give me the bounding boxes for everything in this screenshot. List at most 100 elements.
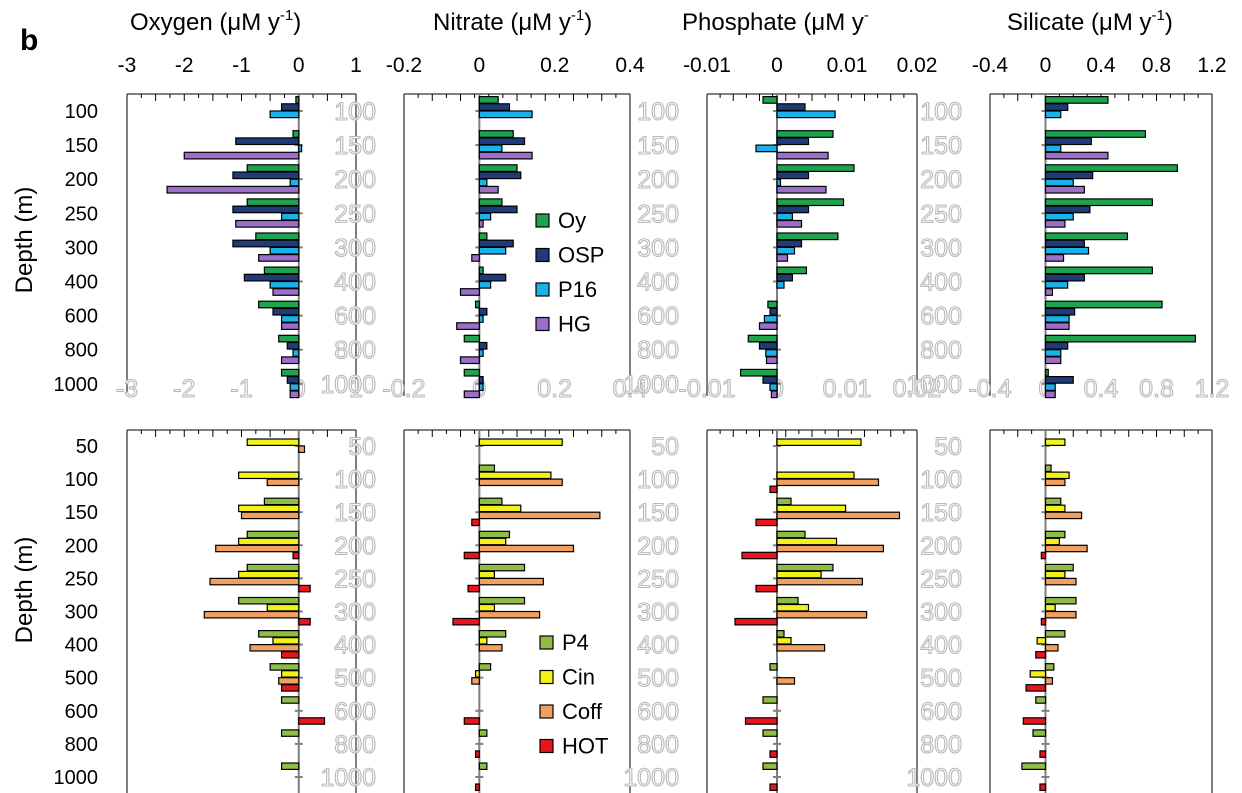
bar-p16-300 (1044, 246, 1090, 255)
ghost-depth-label: 50 (651, 433, 679, 461)
x-tick-label: -1 (232, 54, 251, 77)
x-tick-label: 0.8 (1142, 54, 1171, 77)
legend-swatch-hg (535, 316, 550, 332)
bar-osp-600 (478, 307, 488, 316)
ghost-depth-label: 400 (920, 269, 962, 297)
ghost-depth-label: 400 (334, 632, 376, 660)
bar-coff-250 (1044, 577, 1077, 586)
bar-hg-1000 (1044, 390, 1056, 399)
bar-oy-600 (474, 300, 480, 309)
bar-osp-800 (758, 341, 778, 350)
legend-swatch-cin (539, 669, 554, 685)
bar-oy-300 (478, 232, 488, 241)
bar-hot-150 (471, 518, 480, 527)
bar-coff-100 (266, 478, 300, 487)
ghost-depth-label: 300 (334, 599, 376, 627)
bar-p16-600 (280, 315, 300, 323)
legend-label-hg: HG (558, 312, 591, 337)
bar-osp-250 (776, 205, 810, 214)
ghost-depth-label: 800 (637, 731, 679, 759)
panel-letter: b (20, 24, 38, 57)
bar-p4-500 (1044, 663, 1055, 671)
bar-coff-500 (1044, 677, 1054, 685)
bar-cin-200 (478, 537, 507, 546)
bar-osp-200 (232, 171, 300, 180)
bar-p4-800 (478, 729, 488, 737)
legend-label-p16: P16 (558, 277, 597, 302)
ghost-depth-label: 250 (920, 200, 962, 228)
bar-p4-500 (269, 663, 300, 671)
bar-p16-200 (289, 178, 300, 187)
legend-label-oy: Oy (558, 208, 586, 233)
x-tick-label: 0.02 (897, 54, 938, 77)
bar-hg-400 (1044, 288, 1054, 296)
bar-hot-500 (280, 684, 300, 692)
bar-coff-150 (240, 511, 300, 520)
bar-osp-300 (1044, 239, 1085, 248)
depth-label: 200 (65, 169, 98, 191)
depth-label: 150 (65, 502, 98, 524)
ghost-x-tick-label: 0.4 (1084, 375, 1119, 403)
bar-p16-400 (776, 280, 785, 289)
bar-coff-50 (298, 445, 306, 454)
bar-hot-600 (744, 717, 778, 725)
bar-coff-250 (209, 577, 300, 586)
bar-cin-150 (1044, 504, 1066, 513)
bar-osp-400 (478, 273, 507, 282)
legend-swatch-p4 (539, 635, 554, 650)
bar-p16-150 (298, 144, 303, 153)
bar-coff-400 (249, 643, 300, 652)
x-tick-label: -3 (118, 54, 137, 77)
ghost-depth-label: 1000 (623, 371, 679, 399)
bar-p4-150 (776, 497, 792, 506)
bar-hg-150 (776, 151, 829, 160)
bar-osp-800 (1044, 341, 1069, 350)
bar-coff-300 (478, 610, 541, 619)
ghost-x-tick-label: 0.02 (893, 375, 942, 403)
bar-oy-100 (762, 95, 778, 104)
ghost-depth-label: 300 (334, 234, 376, 262)
bar-cin-300 (266, 603, 300, 612)
bar-osp-1000 (762, 376, 778, 384)
bar-osp-250 (1044, 205, 1091, 214)
ghost-depth-label: 250 (637, 565, 679, 593)
bar-hg-250 (776, 219, 803, 228)
legend-label-cin: Cin (562, 665, 595, 690)
bar-hot-800 (769, 750, 778, 758)
bar-cin-400 (776, 636, 792, 645)
bar-oy-400 (263, 266, 300, 275)
ghost-x-tick-label: -0.01 (679, 375, 736, 403)
ghost-depth-label: 50 (348, 433, 376, 461)
bar-oy-600 (1044, 300, 1163, 309)
bar-cin-400 (1036, 636, 1047, 645)
ghost-depth-label: 1000 (906, 371, 962, 399)
bar-osp-100 (478, 103, 511, 112)
bar-hot-200 (1040, 551, 1047, 560)
bar-coff-500 (278, 677, 300, 685)
bar-osp-800 (478, 341, 488, 350)
bar-cin-200 (1044, 537, 1060, 546)
bar-coff-200 (478, 544, 575, 553)
bar-osp-800 (286, 341, 300, 350)
bar-hot-300 (452, 617, 480, 626)
bar-cin-400 (478, 636, 488, 645)
bar-p4-150 (263, 497, 300, 506)
ghost-depth-label: 500 (334, 665, 376, 693)
bar-cin-250 (238, 570, 300, 579)
bar-hg-600 (456, 322, 480, 330)
bar-hot-200 (741, 551, 778, 560)
ghost-depth-label: 250 (920, 565, 962, 593)
x-tick-label: 0 (473, 54, 485, 77)
bar-oy-400 (478, 266, 484, 275)
depth-label: 300 (65, 602, 98, 624)
bar-hg-250 (1044, 219, 1066, 228)
bar-p16-800 (765, 349, 778, 357)
bar-cin-300 (478, 603, 496, 612)
bar-p4-250 (1044, 563, 1074, 572)
panel-0: -3-3-2-2-1-10011100150200250300400600800… (54, 54, 364, 404)
bar-oy-1000 (463, 368, 480, 377)
ghost-depth-label: 500 (920, 665, 962, 693)
bar-coff-400 (776, 643, 826, 652)
ghost-depth-label: 300 (637, 599, 679, 627)
bar-coff-150 (776, 511, 901, 520)
